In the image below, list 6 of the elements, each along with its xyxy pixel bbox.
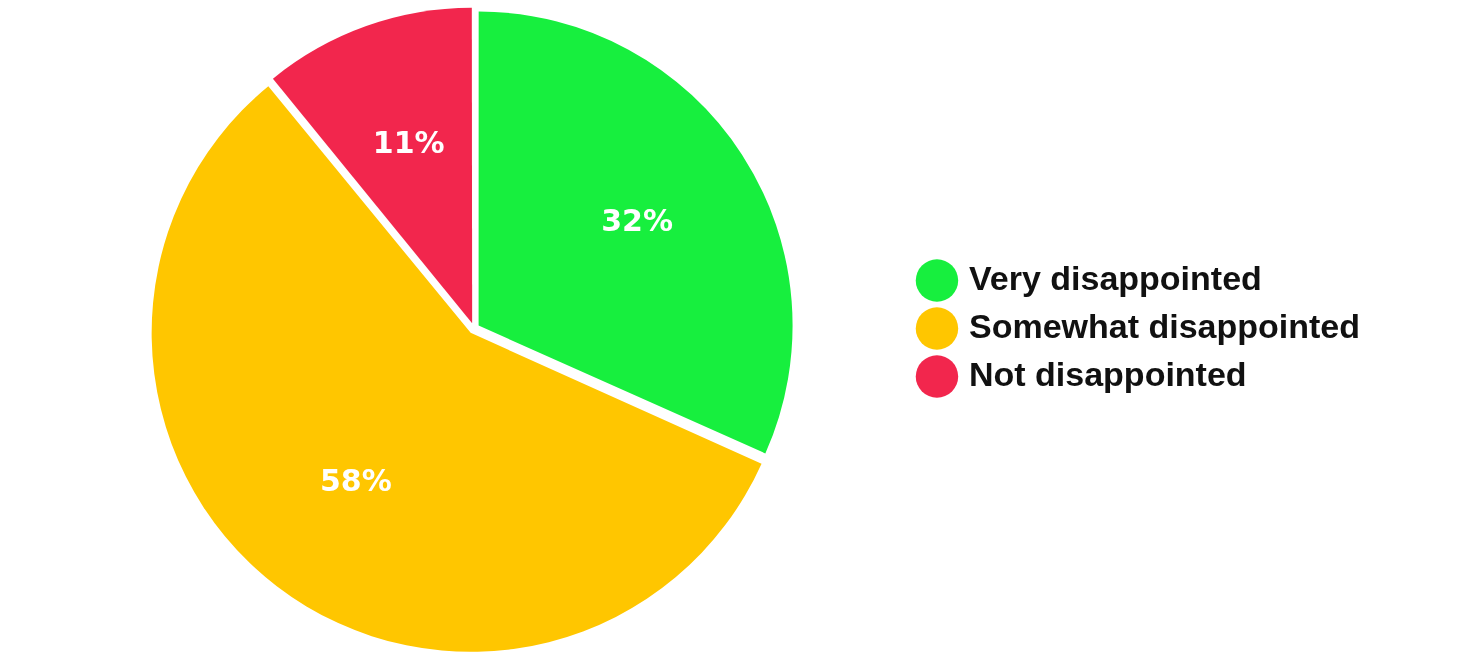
legend-label: Somewhat disappointed	[968, 306, 1361, 345]
legend-label: Not disappointed	[968, 354, 1247, 393]
data-label: 32%	[601, 202, 673, 238]
data-label: 58%	[319, 462, 392, 498]
legend-label: Very disappointed	[968, 258, 1262, 297]
data-label: 11%	[372, 125, 445, 161]
